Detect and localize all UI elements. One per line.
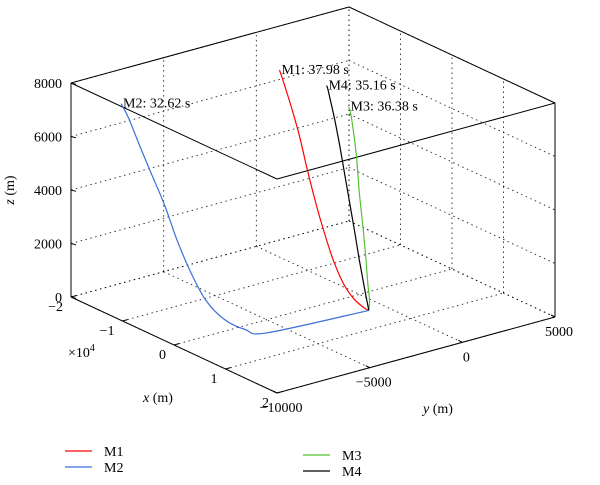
frame-edge-4 [70, 6, 350, 84]
grid-floor-x-1 [122, 244, 401, 322]
annotation-m3: M3: 36.38 s [351, 100, 418, 115]
legend-item-m3: M3 [303, 449, 361, 464]
annotation-m1: M1: 37.98 s [282, 63, 349, 78]
y-tick-3 [550, 314, 556, 318]
legend-label-m1: M1 [104, 445, 123, 460]
x-tick-4 [276, 391, 283, 394]
legend-item-m2: M2 [65, 461, 123, 476]
frame-layer [70, 6, 556, 394]
y-tick-1 [365, 365, 370, 369]
series-layer [120, 69, 371, 335]
grid-wallx-z-3 [70, 60, 350, 137]
x-axis-multiplier: ×104 [68, 343, 95, 361]
z-tick-1 [70, 243, 77, 246]
grid-wallx-z-1 [70, 167, 350, 244]
legend-label-m3: M3 [342, 449, 361, 464]
y-axis-label: y (m) [421, 402, 453, 417]
x-tick-label-2: 0 [159, 348, 166, 363]
annotation-m2: M2: 32.62 s [123, 97, 190, 112]
frame-edge-7 [276, 102, 556, 180]
legend-label-m4: M4 [342, 465, 361, 480]
series-line-m4 [325, 85, 370, 311]
z-tick-3 [70, 136, 77, 139]
y-tick-label-1: −5000 [356, 376, 392, 391]
y-tick-label-0: −10000 [260, 401, 303, 416]
z-tick-label-4: 8000 [34, 77, 62, 92]
legend-item-m1: M1 [65, 445, 123, 460]
z-tick-label-0: 0 [55, 291, 62, 306]
x-tick-3 [225, 367, 231, 370]
x-axis-label: x (m) [142, 391, 173, 406]
x-tick-label-0: −2 [48, 300, 63, 315]
y-tick-0 [272, 390, 278, 394]
series-line-m2 [120, 103, 369, 335]
y-tick-label-2: 0 [463, 350, 470, 365]
grid-wallx-z-2 [70, 113, 350, 191]
grid-floor-x-3 [225, 292, 504, 370]
ticks-layer: −2 −1 0 1 2−10000 −5000 0 5000 0 2000 4000 6000 8000 [34, 77, 573, 416]
legend: M1 M2 M3 M4 [65, 445, 361, 480]
y-tick-2 [458, 339, 463, 343]
x-tick-label-3: 1 [211, 372, 218, 387]
grid-wallx-z-0 [70, 220, 350, 298]
z-tick-label-2: 4000 [34, 184, 62, 199]
series-line-m3 [347, 106, 371, 311]
z-tick-label-3: 6000 [34, 131, 62, 146]
annotation-m4: M4: 35.16 s [328, 79, 395, 94]
series-line-m1 [278, 69, 370, 311]
x-tick-2 [173, 343, 180, 346]
z-tick-0 [70, 296, 77, 299]
z-tick-4 [70, 82, 77, 85]
annotation-layer: M1: 37.98 s M2: 32.62 s M3: 36.38 s M4: 35.… [123, 63, 418, 115]
x-tick-label-4: 2 [262, 396, 269, 411]
legend-label-m2: M2 [104, 461, 123, 476]
x-tick-1 [122, 319, 128, 322]
grid-floor-x-0 [70, 220, 350, 298]
z-axis-label: z (m) [3, 175, 18, 206]
frame-edge-5 [348, 6, 556, 104]
grid-wally-z-1 [348, 167, 556, 264]
z-tick-2 [70, 189, 77, 192]
frame-edge-1 [276, 316, 556, 394]
y-tick-label-3: 5000 [545, 325, 573, 340]
frame-edge-6 [70, 82, 278, 180]
grid-floor-x-2 [173, 268, 453, 346]
x-tick-label-1: −1 [100, 324, 115, 339]
legend-item-m4: M4 [303, 465, 361, 480]
z-tick-label-1: 2000 [34, 238, 62, 253]
